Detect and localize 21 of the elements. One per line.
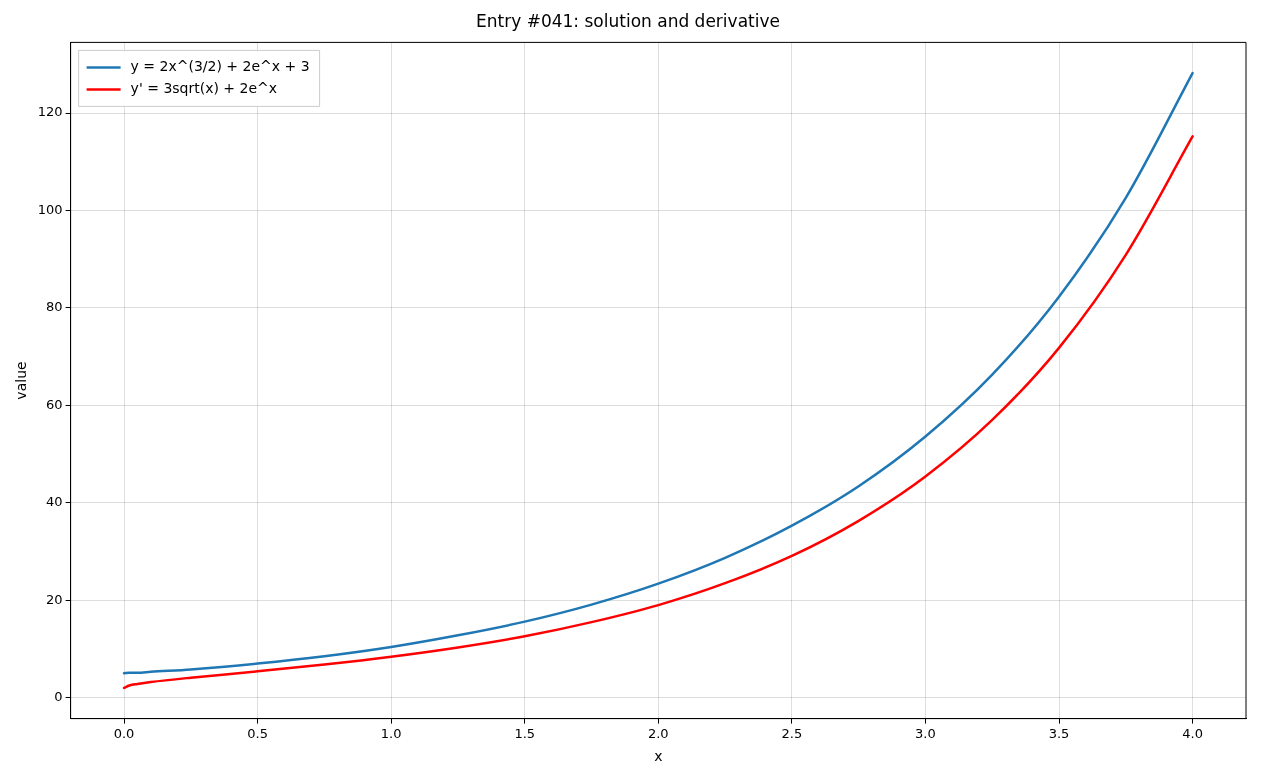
legend-label: y = 2x^(3/2) + 2e^x + 3 (130, 58, 310, 75)
x-tick-label: 0.0 (113, 725, 135, 741)
y-tick-label: 40 (46, 494, 63, 510)
x-tick-label: 3.5 (1048, 725, 1070, 741)
x-tick-label: 1.0 (380, 725, 402, 741)
x-tick-label: 0.5 (247, 725, 268, 741)
x-tick-label: 4.0 (1182, 725, 1203, 741)
y-tick-label: 0 (54, 689, 63, 705)
x-tick-label: 2.0 (647, 725, 669, 741)
y-tick-label: 20 (46, 591, 63, 607)
x-axis-title: x (654, 748, 663, 765)
y-tick-label: 100 (37, 201, 63, 217)
y-tick-label: 120 (37, 104, 63, 120)
y-axis-title: value (13, 361, 30, 400)
y-tick-label: 60 (46, 396, 63, 412)
legend-label: y' = 3sqrt(x) + 2e^x (130, 80, 278, 97)
chart-title: Entry #041: solution and derivative (476, 10, 780, 31)
x-tick-label: 2.5 (781, 725, 803, 741)
x-tick-label: 3.0 (915, 725, 936, 741)
y-tick-label: 80 (46, 299, 63, 315)
x-tick-label: 1.5 (514, 725, 536, 741)
